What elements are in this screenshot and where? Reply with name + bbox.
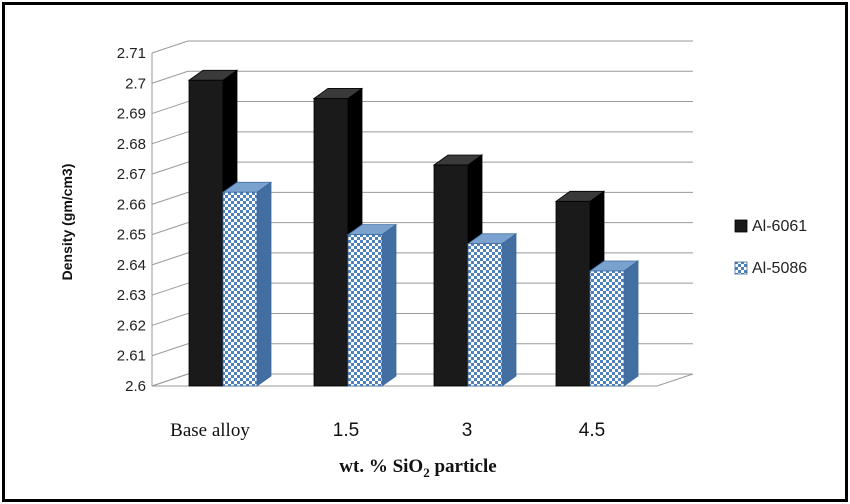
bar-al-5086 [466, 232, 518, 387]
y-tick-label: 2.66 [117, 196, 146, 213]
bar-side [256, 181, 272, 387]
gridline-depth [151, 101, 189, 115]
y-tick-label: 2.7 [125, 75, 146, 92]
legend-swatch [734, 219, 748, 233]
x-tick-label: 4.5 [579, 420, 605, 441]
y-tick-label: 2.6 [125, 378, 146, 395]
gridline-depth [151, 191, 189, 205]
bar-layer [187, 69, 640, 387]
bar-al-5086 [221, 181, 273, 387]
legend-label: Al-5086 [752, 260, 807, 277]
legend-label: Al-6061 [752, 218, 807, 235]
x-tick-label: 3 [462, 420, 473, 441]
x-axis-title: wt. % SiO2 particle [339, 456, 496, 480]
text-layer: 2.6 2.61 2.62 2.63 2.64 2.65 2.66 2.67 2.68 2.69 2… [59, 45, 605, 480]
gridline-depth [151, 70, 189, 84]
y-tick-label: 2.62 [117, 317, 146, 334]
gridline-depth [151, 343, 189, 357]
x-axis-title-prefix: wt. % SiO [339, 456, 423, 477]
bar-front [589, 270, 625, 387]
bar-front [188, 79, 224, 387]
y-tick-label: 2.64 [117, 257, 146, 274]
y-tick-label: 2.69 [117, 106, 146, 123]
bar-front [555, 200, 591, 387]
gridline-depth [151, 312, 189, 326]
y-tick-label: 2.61 [117, 348, 146, 365]
legend-swatch [734, 261, 748, 275]
bar-side [623, 260, 639, 387]
bar-side [381, 223, 397, 387]
y-tick-label: 2.63 [117, 287, 146, 304]
legend: Al-6061 Al-5086 [734, 218, 807, 277]
x-tick-label: 1.5 [333, 420, 359, 441]
gridline-depth [151, 131, 189, 145]
bar-front [347, 234, 383, 387]
gridline-depth [151, 252, 189, 266]
gridline-depth [151, 222, 189, 236]
x-axis-title-suffix: particle [430, 456, 497, 477]
gridline-depth [151, 161, 189, 175]
gridline-depth [151, 282, 189, 296]
floor-right-edge [656, 373, 694, 387]
bar-al-5086 [346, 223, 398, 387]
bar-side [501, 232, 517, 387]
bar-front [433, 164, 469, 387]
bar-front [313, 98, 349, 387]
y-axis-title: Density (gm/cm3) [59, 164, 75, 281]
bar-al-5086 [588, 260, 640, 387]
gridline-depth [151, 40, 189, 54]
y-tick-label: 2.67 [117, 166, 146, 183]
bar-front [222, 191, 258, 387]
bar-front [467, 243, 503, 387]
x-tick-label: Base alloy [170, 420, 250, 441]
x-axis-title-subscript: 2 [423, 465, 430, 480]
y-tick-label: 2.68 [117, 136, 146, 153]
y-tick-label: 2.65 [117, 227, 146, 244]
gridline-depth [151, 373, 189, 387]
bar-al-6061 [554, 190, 606, 387]
y-tick-label: 2.71 [117, 45, 146, 62]
